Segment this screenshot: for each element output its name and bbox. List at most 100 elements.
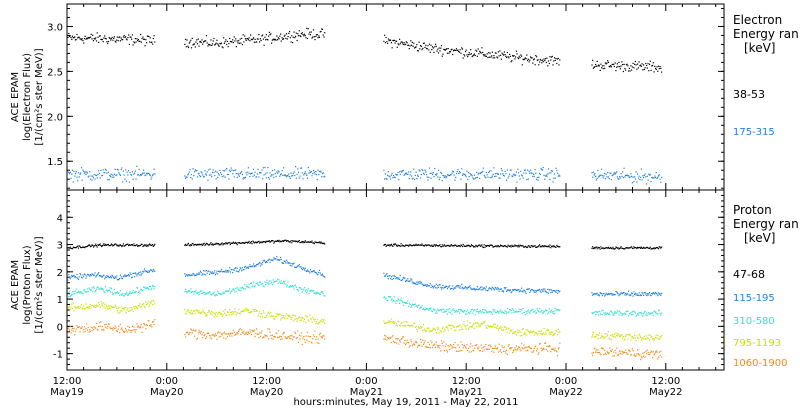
data-point (506, 51, 508, 54)
data-point (616, 335, 618, 337)
data-point (211, 314, 214, 316)
data-point (232, 329, 234, 331)
data-point (390, 296, 392, 298)
data-point (598, 314, 600, 316)
data-point (594, 173, 596, 175)
data-point (622, 337, 624, 340)
data-point (413, 42, 415, 44)
data-point (556, 334, 559, 336)
data-point (132, 311, 134, 313)
data-point (505, 287, 507, 289)
data-point (400, 323, 402, 325)
data-point (494, 327, 496, 329)
data-point (244, 333, 246, 335)
data-point (210, 335, 212, 337)
data-point (628, 67, 630, 69)
data-point (187, 46, 190, 49)
proton-legend-title: Proton (733, 203, 772, 217)
data-point (531, 289, 533, 291)
data-point (477, 323, 479, 325)
data-point (71, 275, 74, 278)
data-point (311, 175, 313, 177)
data-point (386, 244, 388, 246)
data-point (405, 279, 407, 281)
data-point (259, 172, 261, 174)
data-point (272, 315, 274, 317)
data-point (554, 290, 556, 292)
data-point (471, 56, 473, 58)
data-point (236, 312, 238, 314)
data-point (285, 37, 287, 39)
data-point (226, 270, 228, 272)
data-point (102, 41, 104, 43)
data-point (225, 291, 227, 293)
data-point (411, 175, 413, 177)
data-point (539, 290, 541, 292)
data-point (545, 333, 547, 335)
data-point (427, 327, 429, 329)
data-point (446, 288, 449, 290)
data-point (558, 64, 560, 66)
data-point (295, 35, 297, 37)
data-point (523, 246, 525, 248)
data-point (207, 179, 209, 181)
data-point (80, 290, 82, 292)
data-point (652, 312, 654, 314)
data-point (626, 63, 628, 65)
data-point (267, 39, 269, 41)
data-point (67, 247, 69, 249)
data-point (126, 293, 128, 295)
data-point (140, 174, 142, 176)
data-point (289, 37, 291, 39)
data-point (618, 314, 620, 316)
data-point (244, 35, 246, 37)
data-point (656, 66, 658, 68)
data-point (550, 245, 553, 247)
data-point (422, 245, 425, 247)
data-point (656, 313, 658, 315)
data-point (512, 245, 514, 247)
data-point (149, 301, 151, 303)
data-point (71, 307, 74, 310)
data-point (513, 173, 515, 175)
data-point (244, 309, 246, 311)
data-point (637, 294, 639, 296)
data-point (241, 242, 243, 244)
data-point (140, 289, 142, 291)
data-point (221, 271, 223, 273)
data-point (195, 41, 197, 43)
data-point (390, 278, 392, 280)
data-point (632, 295, 634, 297)
data-point (435, 45, 437, 47)
data-point (318, 174, 320, 176)
data-point (217, 332, 219, 334)
data-point (612, 246, 614, 248)
data-point (434, 328, 436, 330)
data-point (460, 52, 462, 54)
data-point (500, 168, 502, 170)
data-point (429, 347, 431, 349)
data-point (495, 175, 497, 177)
data-point (443, 311, 446, 313)
data-point (83, 247, 86, 249)
data-point (636, 293, 638, 295)
data-point (131, 292, 133, 294)
data-point (400, 243, 402, 245)
data-point (222, 170, 224, 172)
data-point (282, 333, 284, 335)
data-point (506, 179, 508, 181)
data-point (636, 181, 638, 183)
data-point (134, 305, 136, 308)
data-point (637, 294, 639, 296)
data-point (548, 246, 550, 248)
data-point (127, 294, 129, 296)
data-point (613, 248, 615, 250)
data-point (536, 178, 538, 181)
data-point (190, 174, 193, 176)
data-point (411, 178, 413, 180)
data-point (436, 327, 438, 329)
data-point (607, 313, 609, 316)
data-point (289, 315, 291, 317)
data-point (611, 349, 613, 351)
data-point (147, 245, 149, 247)
